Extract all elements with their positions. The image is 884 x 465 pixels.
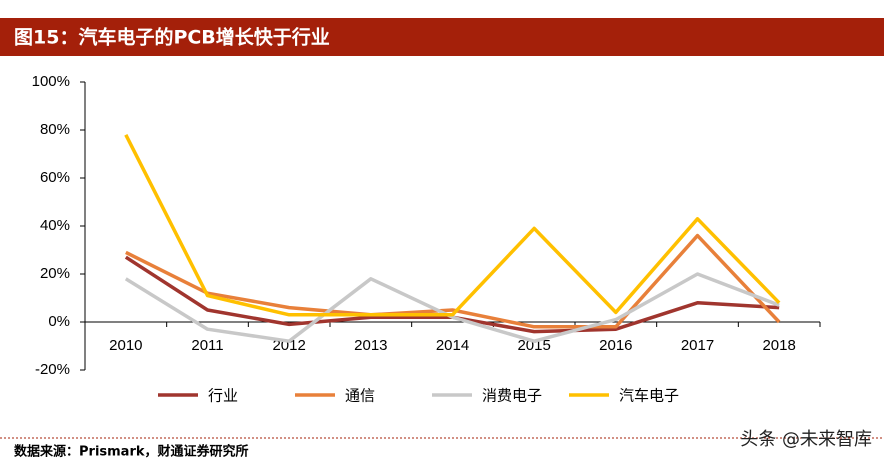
y-tick-label: 0% xyxy=(48,313,70,330)
legend-label: 汽车电子 xyxy=(619,387,679,405)
x-tick-label: 2014 xyxy=(436,337,469,354)
legend-label: 通信 xyxy=(345,387,375,405)
x-tick-label: 2011 xyxy=(191,337,223,354)
x-tick-label: 2016 xyxy=(599,337,632,354)
x-tick-label: 2015 xyxy=(517,337,550,354)
y-tick-label: 100% xyxy=(32,73,70,90)
x-tick-label: 2018 xyxy=(762,337,795,354)
source: 数据来源：Prismark，财通证券研究所 xyxy=(14,444,249,460)
x-tick-label: 2017 xyxy=(681,337,714,354)
x-tick-label: 2010 xyxy=(109,337,142,354)
legend-label: 行业 xyxy=(208,387,238,405)
series-line xyxy=(125,233,781,329)
x-tick-label: 2013 xyxy=(354,337,387,354)
y-tick-label: 20% xyxy=(40,265,70,282)
y-tick-label: 40% xyxy=(40,217,70,234)
series-line xyxy=(124,272,780,343)
y-tick-label: -20% xyxy=(35,361,70,378)
y-tick-label: 80% xyxy=(40,121,70,138)
y-tick-label: 60% xyxy=(40,169,70,186)
legend-label: 消费电子 xyxy=(482,387,542,405)
chart-title: 图15：汽车电子的PCB增长快于行业 xyxy=(14,26,330,49)
title-bar xyxy=(0,18,884,56)
watermark: 头条 @未来智库 xyxy=(740,429,872,450)
series-line xyxy=(124,134,781,317)
